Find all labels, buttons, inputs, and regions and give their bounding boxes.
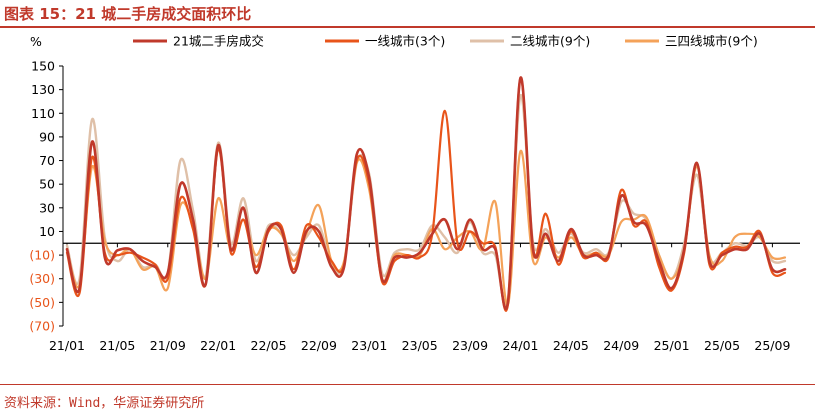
legend: 21城二手房成交 一线城市(3个) 二线城市(9个) 三四线城市(9个) xyxy=(133,34,758,49)
y-tick-label: 90 xyxy=(39,129,55,144)
y-tick-label: (70) xyxy=(29,319,55,334)
x-tick-label: 24/09 xyxy=(603,338,639,353)
series-line-4 xyxy=(65,149,787,306)
y-tick-label: 150 xyxy=(31,59,55,74)
legend-label-1: 21城二手房成交 xyxy=(173,34,264,49)
y-tick-label: 30 xyxy=(39,200,55,215)
y-tick-label: (50) xyxy=(29,295,55,310)
y-tick-label: 50 xyxy=(39,177,55,192)
axes-group: 150 130 110 90 70 50 30 10 (10) (30) (50) (70)% 21/0… xyxy=(29,34,800,353)
footer-rule xyxy=(0,384,815,385)
figure-title: 图表 15：21 城二手房成交面积环比 xyxy=(4,5,252,23)
source-note: 资料来源：Wind，华源证券研究所 xyxy=(4,396,205,411)
series-layer xyxy=(65,76,787,312)
y-axis-unit: % xyxy=(30,34,42,49)
x-tick-label: 22/09 xyxy=(301,338,337,353)
x-tick-label: 24/05 xyxy=(553,338,589,353)
x-tick-label: 25/01 xyxy=(654,338,690,353)
x-tick-label: 21/01 xyxy=(49,338,85,353)
legend-label-2: 一线城市(3个) xyxy=(365,34,445,49)
x-tick-label: 22/01 xyxy=(200,338,236,353)
y-tick-label: 10 xyxy=(39,224,55,239)
y-tick-label: (30) xyxy=(29,271,55,286)
x-tick-label: 24/01 xyxy=(502,338,538,353)
y-tick-label: 130 xyxy=(31,82,55,97)
legend-label-4: 三四线城市(9个) xyxy=(665,34,758,49)
series-line-1 xyxy=(65,76,787,311)
y-tick-label: 70 xyxy=(39,153,55,168)
x-tick-label: 23/01 xyxy=(351,338,387,353)
x-tick-label: 25/09 xyxy=(754,338,790,353)
x-tick-label: 21/09 xyxy=(150,338,186,353)
x-tick-label: 23/05 xyxy=(402,338,438,353)
y-tick-label: 110 xyxy=(31,106,55,121)
title-rule xyxy=(0,26,815,28)
legend-label-3: 二线城市(9个) xyxy=(510,34,590,49)
line-chart: 150 130 110 90 70 50 30 10 (10) (30) (50) (70)% 21/0… xyxy=(29,34,800,353)
x-tick-label: 21/05 xyxy=(99,338,135,353)
y-tick-label: (10) xyxy=(29,248,55,263)
x-tick-label: 25/05 xyxy=(704,338,740,353)
x-tick-label: 22/05 xyxy=(251,338,287,353)
x-tick-label: 23/09 xyxy=(452,338,488,353)
